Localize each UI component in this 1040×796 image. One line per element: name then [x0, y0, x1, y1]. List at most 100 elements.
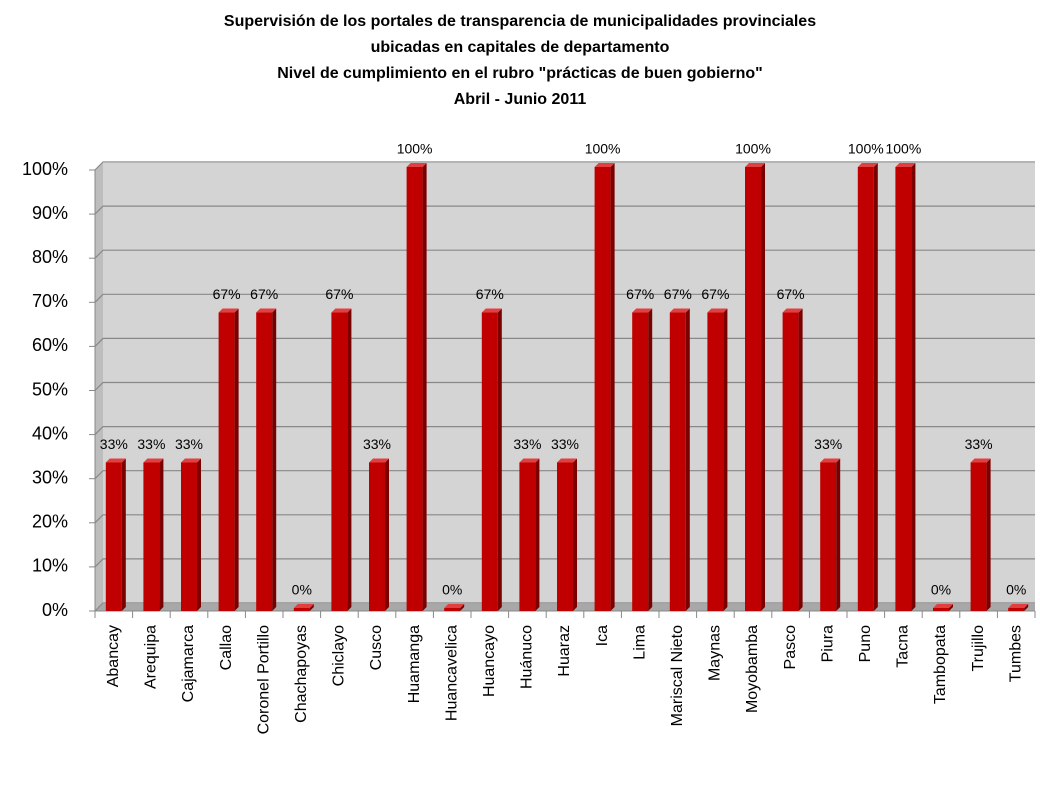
- x-tick-label: Cajamarca: [180, 625, 197, 702]
- x-tick-label: Tacna: [895, 625, 912, 668]
- value-label: 67%: [777, 286, 805, 302]
- value-label: 33%: [551, 436, 579, 452]
- value-label: 67%: [701, 286, 729, 302]
- x-tick-label: Coronel Portillo: [255, 625, 272, 734]
- grid-line: [94, 161, 1035, 171]
- value-label: 33%: [513, 436, 541, 452]
- bar-front: [181, 462, 197, 611]
- y-tick-label: 10%: [32, 556, 68, 576]
- x-tick-label: Tumbes: [1007, 625, 1024, 682]
- y-tick-label: 90%: [32, 203, 68, 223]
- value-label: 67%: [476, 286, 504, 302]
- bar-front: [406, 167, 423, 611]
- x-tick-label: Moyobamba: [744, 625, 761, 713]
- bar-top: [105, 458, 126, 463]
- bar-top: [707, 308, 728, 313]
- value-label: 100%: [585, 141, 621, 157]
- value-label: 67%: [250, 286, 278, 302]
- x-tick-label: Pasco: [782, 625, 799, 670]
- bar-side: [197, 458, 201, 611]
- x-tick-label: Chiclayo: [331, 625, 348, 686]
- bar-top: [181, 458, 201, 463]
- bar-side: [761, 163, 765, 611]
- bar-side: [497, 308, 502, 611]
- grid-line: [94, 205, 1035, 215]
- bar: [181, 458, 201, 611]
- bar-side: [685, 308, 690, 611]
- y-tick-label: 70%: [32, 291, 68, 311]
- x-tick-label: Lima: [631, 625, 648, 660]
- bar-front: [143, 462, 160, 611]
- bar-side: [535, 458, 540, 611]
- bar-front: [933, 608, 949, 611]
- bar: [218, 308, 239, 611]
- x-tick-label: Ica: [594, 625, 611, 646]
- bar-top: [782, 308, 803, 313]
- bar-front: [218, 312, 235, 611]
- x-tick-label: Mariscal Nieto: [669, 625, 686, 726]
- bar-front: [331, 312, 348, 611]
- bar-front: [745, 167, 761, 611]
- bar-front: [782, 312, 799, 611]
- x-tick-label: Huamanga: [406, 625, 423, 703]
- bar-top: [669, 308, 690, 313]
- bar: [369, 458, 389, 611]
- value-label: 100%: [885, 141, 921, 157]
- bar: [895, 163, 916, 611]
- bar-top: [218, 308, 239, 313]
- bar: [1008, 604, 1029, 611]
- x-tick-label: Trujillo: [970, 625, 987, 672]
- y-tick-label: 50%: [32, 379, 68, 399]
- bar-front: [105, 462, 122, 611]
- y-tick-label: 0%: [42, 600, 68, 620]
- bar: [820, 458, 841, 611]
- bar-top: [369, 458, 389, 463]
- bar-front: [293, 608, 310, 611]
- bar-top: [293, 604, 314, 608]
- bar-front: [707, 312, 724, 611]
- bar-side: [1024, 604, 1029, 611]
- value-label: 100%: [735, 141, 771, 157]
- chart-title: Nivel de cumplimiento en el rubro "práct…: [277, 65, 762, 82]
- bar-front: [857, 167, 874, 611]
- bar-side: [949, 604, 953, 611]
- bar-side: [347, 308, 352, 611]
- bar-front: [594, 167, 611, 611]
- x-tick-label: Huancayo: [481, 625, 498, 697]
- bar: [331, 308, 352, 611]
- x-tick-label: Huaraz: [556, 625, 573, 677]
- bar: [782, 308, 803, 611]
- bar-top: [594, 163, 615, 167]
- bar: [745, 163, 765, 611]
- chart-title: ubicadas en capitales de departamento: [371, 39, 670, 56]
- value-label: 33%: [137, 436, 165, 452]
- bar-front: [444, 608, 461, 611]
- bar-side: [873, 163, 878, 611]
- bar: [970, 458, 991, 611]
- y-tick-label: 20%: [32, 512, 68, 532]
- x-tick-label: Cusco: [368, 625, 385, 670]
- bar-side: [422, 163, 427, 611]
- y-tick-label: 100%: [22, 159, 68, 179]
- bar: [406, 163, 427, 611]
- value-label: 33%: [100, 436, 128, 452]
- bar-side: [309, 604, 314, 611]
- bar: [519, 458, 540, 611]
- bar-top: [745, 163, 765, 167]
- bar-side: [610, 163, 615, 611]
- bar-side: [911, 163, 916, 611]
- bar-side: [648, 308, 653, 611]
- chart-title: Abril - Junio 2011: [454, 91, 587, 108]
- value-label: 0%: [1006, 582, 1026, 598]
- bar-top: [406, 163, 427, 167]
- bar-top: [632, 308, 653, 313]
- bar-front: [895, 167, 912, 611]
- bar-top: [331, 308, 352, 313]
- bar: [293, 604, 314, 611]
- bar: [857, 163, 878, 611]
- y-tick-label: 60%: [32, 335, 68, 355]
- value-label: 0%: [442, 582, 462, 598]
- bar-front: [369, 462, 385, 611]
- chart-title: Supervisión de los portales de transpare…: [224, 13, 816, 30]
- value-label: 33%: [363, 436, 391, 452]
